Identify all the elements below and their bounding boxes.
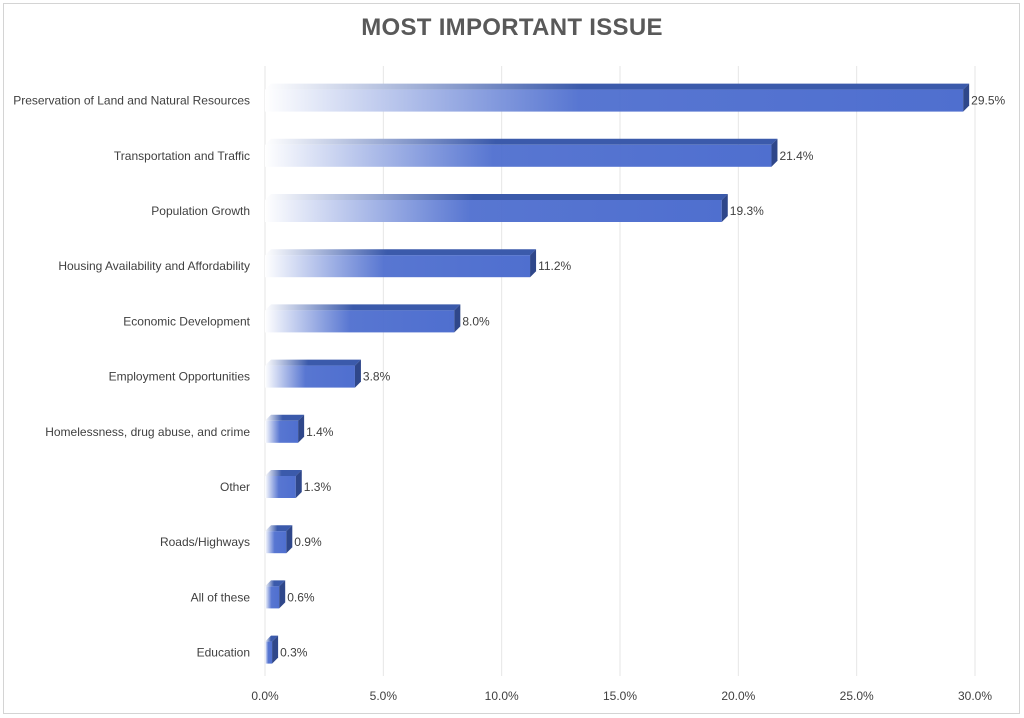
- data-label: 3.8%: [363, 370, 391, 384]
- bar-front-face: [265, 476, 296, 498]
- bar-top-face: [265, 304, 461, 311]
- category-label: Economic Development: [123, 314, 250, 328]
- category-label: Employment Opportunities: [109, 370, 250, 384]
- data-label: 21.4%: [779, 149, 813, 163]
- bar-front-face: [265, 641, 273, 664]
- bar-front-face: [265, 531, 287, 554]
- bar-front-face: [265, 200, 722, 222]
- x-tick-label: 15.0%: [603, 689, 637, 703]
- bar-front-face: [265, 144, 772, 167]
- gridlines: [264, 66, 976, 676]
- bar-top-face: [265, 635, 279, 642]
- bar-top-face: [265, 525, 293, 532]
- bar-top-face: [265, 359, 361, 366]
- bar: [265, 470, 302, 498]
- bar: [265, 525, 293, 554]
- bar-side-face: [354, 359, 361, 388]
- bar-top-face: [265, 194, 728, 200]
- bar-front-face: [265, 420, 299, 443]
- bar-front-face: [265, 89, 964, 112]
- bar: [265, 359, 361, 388]
- category-label: Transportation and Traffic: [114, 149, 250, 163]
- bar-side-face: [286, 525, 293, 554]
- data-label: 19.3%: [730, 204, 764, 218]
- bar-top-face: [265, 470, 302, 476]
- bars: [265, 83, 970, 664]
- bar-side-face: [272, 635, 279, 664]
- bar-side-face: [721, 194, 728, 222]
- chart-title: MOST IMPORTANT ISSUE: [361, 14, 663, 41]
- bar: [265, 194, 728, 222]
- data-label: 8.0%: [462, 314, 490, 328]
- category-label: Other: [220, 480, 250, 494]
- category-label: Education: [197, 646, 250, 660]
- data-label: 0.3%: [280, 646, 308, 660]
- bar-front-face: [265, 255, 531, 278]
- category-label: Preservation of Land and Natural Resourc…: [13, 94, 250, 108]
- bar-side-face: [279, 580, 286, 609]
- data-label: 29.5%: [971, 94, 1005, 108]
- bar: [265, 635, 279, 664]
- category-label: Homelessness, drug abuse, and crime: [45, 425, 250, 439]
- bar-side-face: [295, 470, 302, 498]
- x-tick-label: 25.0%: [840, 689, 874, 703]
- data-label: 0.6%: [287, 590, 315, 604]
- bar-top-face: [265, 414, 305, 421]
- bar-side-face: [771, 138, 778, 167]
- chart-frame: [3, 3, 1020, 714]
- bar-top-face: [265, 83, 970, 90]
- bar: [265, 138, 778, 167]
- bar: [265, 580, 286, 609]
- data-label: 1.3%: [304, 480, 332, 494]
- bar-side-face: [963, 83, 970, 112]
- category-label: All of these: [191, 590, 251, 604]
- bar: [265, 304, 461, 333]
- bar-top-face: [265, 138, 778, 145]
- bar-front-face: [265, 310, 455, 333]
- labels: 0.0% 5.0% 10.0% 15.0% 20.0% 25.0% 30.0% Preserv…: [13, 94, 1005, 703]
- bar-front-face: [265, 365, 355, 388]
- bar-side-face: [530, 249, 537, 278]
- category-label: Housing Availability and Affordability: [58, 259, 250, 273]
- bar-side-face: [298, 414, 305, 443]
- bar-front-face: [265, 586, 280, 609]
- x-tick-label: 5.0%: [370, 689, 398, 703]
- category-label: Roads/Highways: [160, 535, 250, 549]
- x-tick-label: 10.0%: [485, 689, 519, 703]
- x-tick-label: 0.0%: [251, 689, 279, 703]
- bar-top-face: [265, 249, 537, 256]
- category-label: Population Growth: [151, 204, 250, 218]
- bar: [265, 414, 305, 443]
- bar-side-face: [454, 304, 461, 333]
- bar: [265, 249, 537, 278]
- data-label: 11.2%: [538, 259, 571, 273]
- x-tick-label: 30.0%: [958, 689, 992, 703]
- data-label: 1.4%: [306, 425, 334, 439]
- bar: [265, 83, 970, 112]
- x-tick-label: 20.0%: [721, 689, 755, 703]
- bar-top-face: [265, 580, 286, 587]
- data-label: 0.9%: [294, 535, 322, 549]
